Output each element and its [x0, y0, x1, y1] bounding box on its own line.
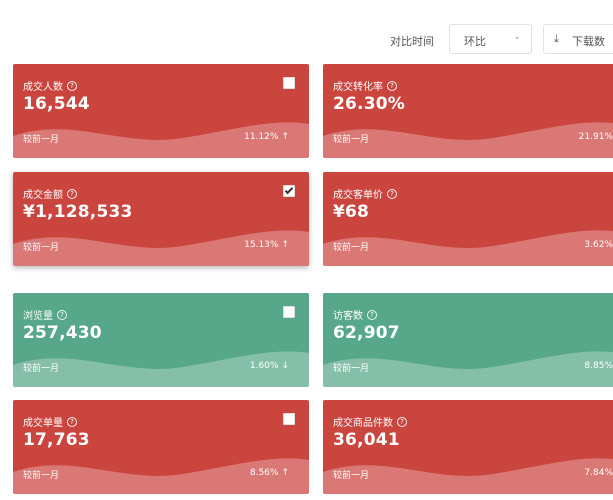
metric-change-percent: 3.62%	[584, 240, 613, 250]
metric-compare-label: 较前一月	[23, 364, 60, 374]
wave-decoration	[13, 230, 309, 266]
metric-change: 7.84%	[584, 468, 613, 478]
metric-value: 257,430	[23, 323, 102, 343]
metric-compare-label: 较前一月	[333, 364, 370, 374]
metric-checkbox[interactable]	[283, 306, 295, 318]
metric-change: 21.91%	[579, 132, 613, 142]
metric-title: 浏览量	[23, 311, 53, 322]
metric-compare-label: 较前一月	[333, 135, 370, 145]
chevron-down-icon: ⌄	[513, 32, 521, 42]
metric-card-gmv[interactable]: 成交金额? ¥1,128,533 较前一月 15.13% ↑	[13, 172, 309, 266]
metric-value: ¥1,128,533	[23, 202, 133, 222]
help-icon[interactable]: ?	[387, 188, 397, 199]
wave-decoration	[13, 458, 309, 494]
metric-change-percent: 8.56%	[249, 468, 279, 478]
help-icon[interactable]: ?	[387, 80, 397, 91]
metric-value: 36,041	[333, 430, 400, 450]
metric-title: 成交商品件数	[333, 418, 393, 429]
metric-compare-label: 较前一月	[23, 471, 60, 481]
metric-change: 15.13% ↑	[244, 240, 289, 250]
metric-change-percent: 11.12%	[244, 132, 279, 142]
metric-card-conversion-rate[interactable]: 成交转化率? 26.30% 较前一月 21.91%	[323, 64, 613, 158]
metric-title: 成交金额	[23, 190, 63, 201]
metric-compare-label: 较前一月	[333, 471, 370, 481]
metric-change-percent: 8.85%	[584, 361, 613, 371]
metric-change-percent: 15.13%	[244, 240, 279, 250]
metric-change: 1.60% ↓	[250, 361, 289, 371]
metric-value: 17,763	[23, 430, 90, 450]
download-button[interactable]: ⤓ 下载数	[543, 24, 613, 54]
arrow-down-icon: ↓	[281, 361, 289, 371]
metric-value: 62,907	[333, 323, 400, 343]
metric-card-avg-order-value[interactable]: 成交客单价? ¥68 较前一月 3.62%	[323, 172, 613, 266]
compare-time-label: 对比时间	[390, 35, 434, 48]
metric-value: 16,544	[23, 94, 90, 114]
download-icon: ⤓	[554, 32, 559, 45]
metric-title: 成交转化率	[333, 82, 383, 93]
metric-card-items-sold[interactable]: 成交商品件数? 36,041 较前一月 7.84%	[323, 400, 613, 494]
metric-card-page-views[interactable]: 浏览量? 257,430 较前一月 1.60% ↓	[13, 293, 309, 387]
metric-value: ¥68	[333, 202, 370, 222]
metric-compare-label: 较前一月	[333, 243, 370, 253]
metric-title: 访客数	[333, 311, 363, 322]
download-label: 下载数	[572, 35, 605, 48]
metric-card-buyers[interactable]: 成交人数? 16,544 较前一月 11.12% ↑	[13, 64, 309, 158]
metric-title: 成交人数	[23, 82, 63, 93]
help-icon[interactable]: ?	[67, 188, 77, 199]
wave-decoration	[13, 351, 309, 387]
metric-change-percent: 7.84%	[584, 468, 613, 478]
metric-card-visitors[interactable]: 访客数? 62,907 较前一月 8.85%	[323, 293, 613, 387]
arrow-up-icon: ↑	[281, 240, 289, 250]
help-icon[interactable]: ?	[367, 309, 377, 320]
help-icon[interactable]: ?	[67, 416, 77, 427]
wave-decoration	[323, 351, 613, 387]
check-icon	[284, 185, 294, 195]
wave-decoration	[323, 230, 613, 266]
metric-checkbox-checked[interactable]	[283, 185, 295, 197]
toolbar: 对比时间 环比 ⌄ ⤓ 下载数	[0, 0, 613, 58]
compare-select-value: 环比	[464, 35, 486, 48]
help-icon[interactable]: ?	[67, 80, 77, 91]
metric-card-orders[interactable]: 成交单量? 17,763 较前一月 8.56% ↑	[13, 400, 309, 494]
wave-decoration	[13, 122, 309, 158]
wave-decoration	[323, 122, 613, 158]
metric-change-percent: 21.91%	[578, 132, 613, 142]
metric-change: 3.62%	[584, 240, 613, 250]
help-icon[interactable]: ?	[57, 309, 67, 320]
metric-compare-label: 较前一月	[23, 135, 60, 145]
metric-checkbox[interactable]	[283, 77, 295, 89]
arrow-up-icon: ↑	[281, 468, 289, 478]
compare-select[interactable]: 环比 ⌄	[449, 24, 532, 54]
metric-change-percent: 1.60%	[249, 361, 279, 371]
arrow-up-icon: ↑	[281, 132, 289, 142]
wave-decoration	[323, 458, 613, 494]
metric-change: 11.12% ↑	[244, 132, 289, 142]
metric-checkbox[interactable]	[283, 413, 295, 425]
metric-title: 成交客单价	[333, 190, 383, 201]
metric-title: 成交单量	[23, 418, 63, 429]
help-icon[interactable]: ?	[397, 416, 407, 427]
metric-change: 8.56% ↑	[250, 468, 289, 478]
metric-compare-label: 较前一月	[23, 243, 60, 253]
metric-change: 8.85%	[584, 361, 613, 371]
metric-value: 26.30%	[333, 94, 406, 114]
